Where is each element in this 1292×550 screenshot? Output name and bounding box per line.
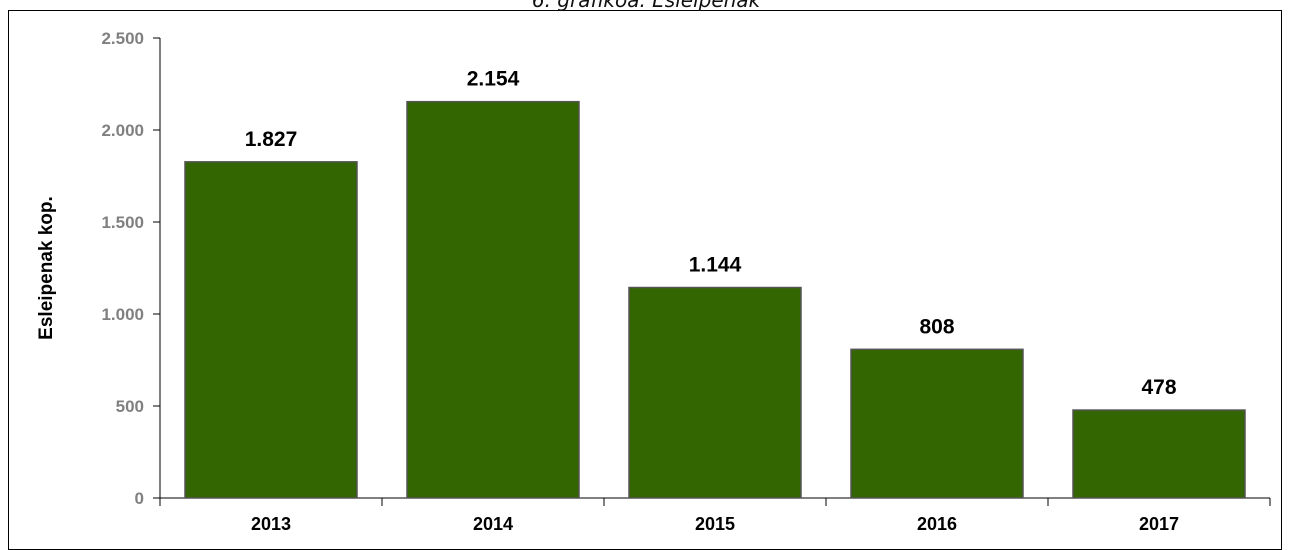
y-tick-label: 2.000 [101,121,144,140]
y-tick-label: 2.500 [101,29,144,48]
y-tick-label: 0 [135,489,144,508]
bar-2013 [184,161,358,499]
y-axis-label: Esleipenak kop. [36,196,57,340]
data-label: 1.144 [689,254,742,277]
data-label: 1.827 [245,128,298,151]
data-label: 2.154 [467,68,520,91]
y-tick-label: 500 [116,397,144,416]
data-label: 478 [1141,376,1176,399]
chart-caption: 6. grafikoa. Esleipenak [531,0,761,12]
data-label: 808 [919,315,954,338]
x-tick-label: 2016 [917,514,957,534]
bar-2015 [628,286,802,499]
bar-2017 [1072,409,1246,499]
x-tick-label: 2017 [1139,514,1179,534]
plot-area: 0 500 1.000 1.500 2.000 2.500 1.827 2013 2.154 20… [36,29,1271,534]
bar-2016 [850,348,1024,499]
x-tick-label: 2014 [473,514,513,534]
x-tick-label: 2013 [251,514,291,534]
y-tick-label: 1.000 [101,305,144,324]
bar-2014 [406,100,580,499]
x-tick-label: 2015 [695,514,735,534]
y-tick-label: 1.500 [101,213,144,232]
